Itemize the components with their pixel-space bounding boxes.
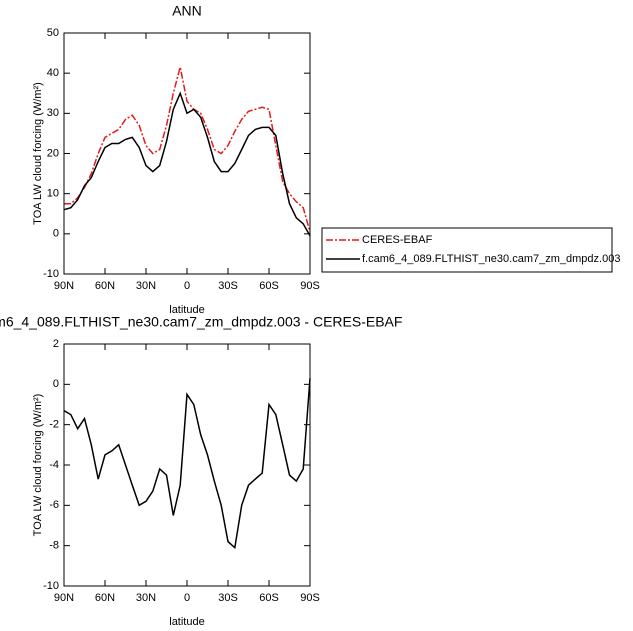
y-tick-label: -8 xyxy=(49,540,59,552)
x-tick-label: 60N xyxy=(95,280,115,292)
x-tick-label: 30N xyxy=(136,280,156,292)
y-tick-label: 0 xyxy=(53,378,59,390)
legend: CERES-EBAF f.cam6_4_089.FLTHIST_ne30.cam7… xyxy=(321,227,620,273)
plot-frame xyxy=(63,343,311,587)
y-tick-label: -10 xyxy=(43,580,59,592)
x-tick-label: 60S xyxy=(259,592,279,604)
y-tick-label: -6 xyxy=(49,499,59,511)
legend-box xyxy=(321,227,613,273)
y-tick-label: 40 xyxy=(47,67,59,79)
x-tick-label: 30S xyxy=(218,280,238,292)
legend-label: CERES-EBAF xyxy=(362,234,433,246)
x-tick-label: 60N xyxy=(95,592,115,604)
x-tick-label: 0 xyxy=(184,280,190,292)
y-tick-label: 2 xyxy=(53,338,59,350)
y-tick-label: -2 xyxy=(49,419,59,431)
y-tick-label: 30 xyxy=(47,107,59,119)
y-axis-label: TOA LW cloud forcing (W/m²) xyxy=(32,394,44,537)
x-tick-label: 90S xyxy=(300,592,320,604)
chart-title: f.cam6_4_089.FLTHIST_ne30.cam7_zm_dmpdz.… xyxy=(0,314,402,330)
data-line xyxy=(63,91,311,237)
y-tick-label: 50 xyxy=(47,27,59,39)
chart-title: ANN xyxy=(172,3,202,19)
legend-label: f.cam6_4_089.FLTHIST_ne30.cam7_zm_dmpdz.… xyxy=(362,253,620,265)
y-tick-label: 0 xyxy=(53,228,59,240)
y-tick-label: -10 xyxy=(43,268,59,280)
y-tick-label: 20 xyxy=(47,147,59,159)
x-tick-label: 30N xyxy=(136,592,156,604)
plot-frame xyxy=(63,32,311,275)
data-line xyxy=(64,66,311,233)
x-tick-label: 30S xyxy=(218,592,238,604)
x-axis-label: latitude xyxy=(169,616,204,628)
x-tick-label: 90N xyxy=(54,280,74,292)
x-tick-label: 0 xyxy=(184,592,190,604)
data-line xyxy=(63,378,311,550)
x-axis-label: latitude xyxy=(169,304,204,316)
y-tick-label: 10 xyxy=(47,188,59,200)
x-tick-label: 60S xyxy=(259,280,279,292)
y-axis-label: TOA LW cloud forcing (W/m²) xyxy=(32,82,44,225)
y-tick-label: -4 xyxy=(49,459,59,471)
x-tick-label: 90S xyxy=(300,280,320,292)
x-tick-label: 90N xyxy=(54,592,74,604)
